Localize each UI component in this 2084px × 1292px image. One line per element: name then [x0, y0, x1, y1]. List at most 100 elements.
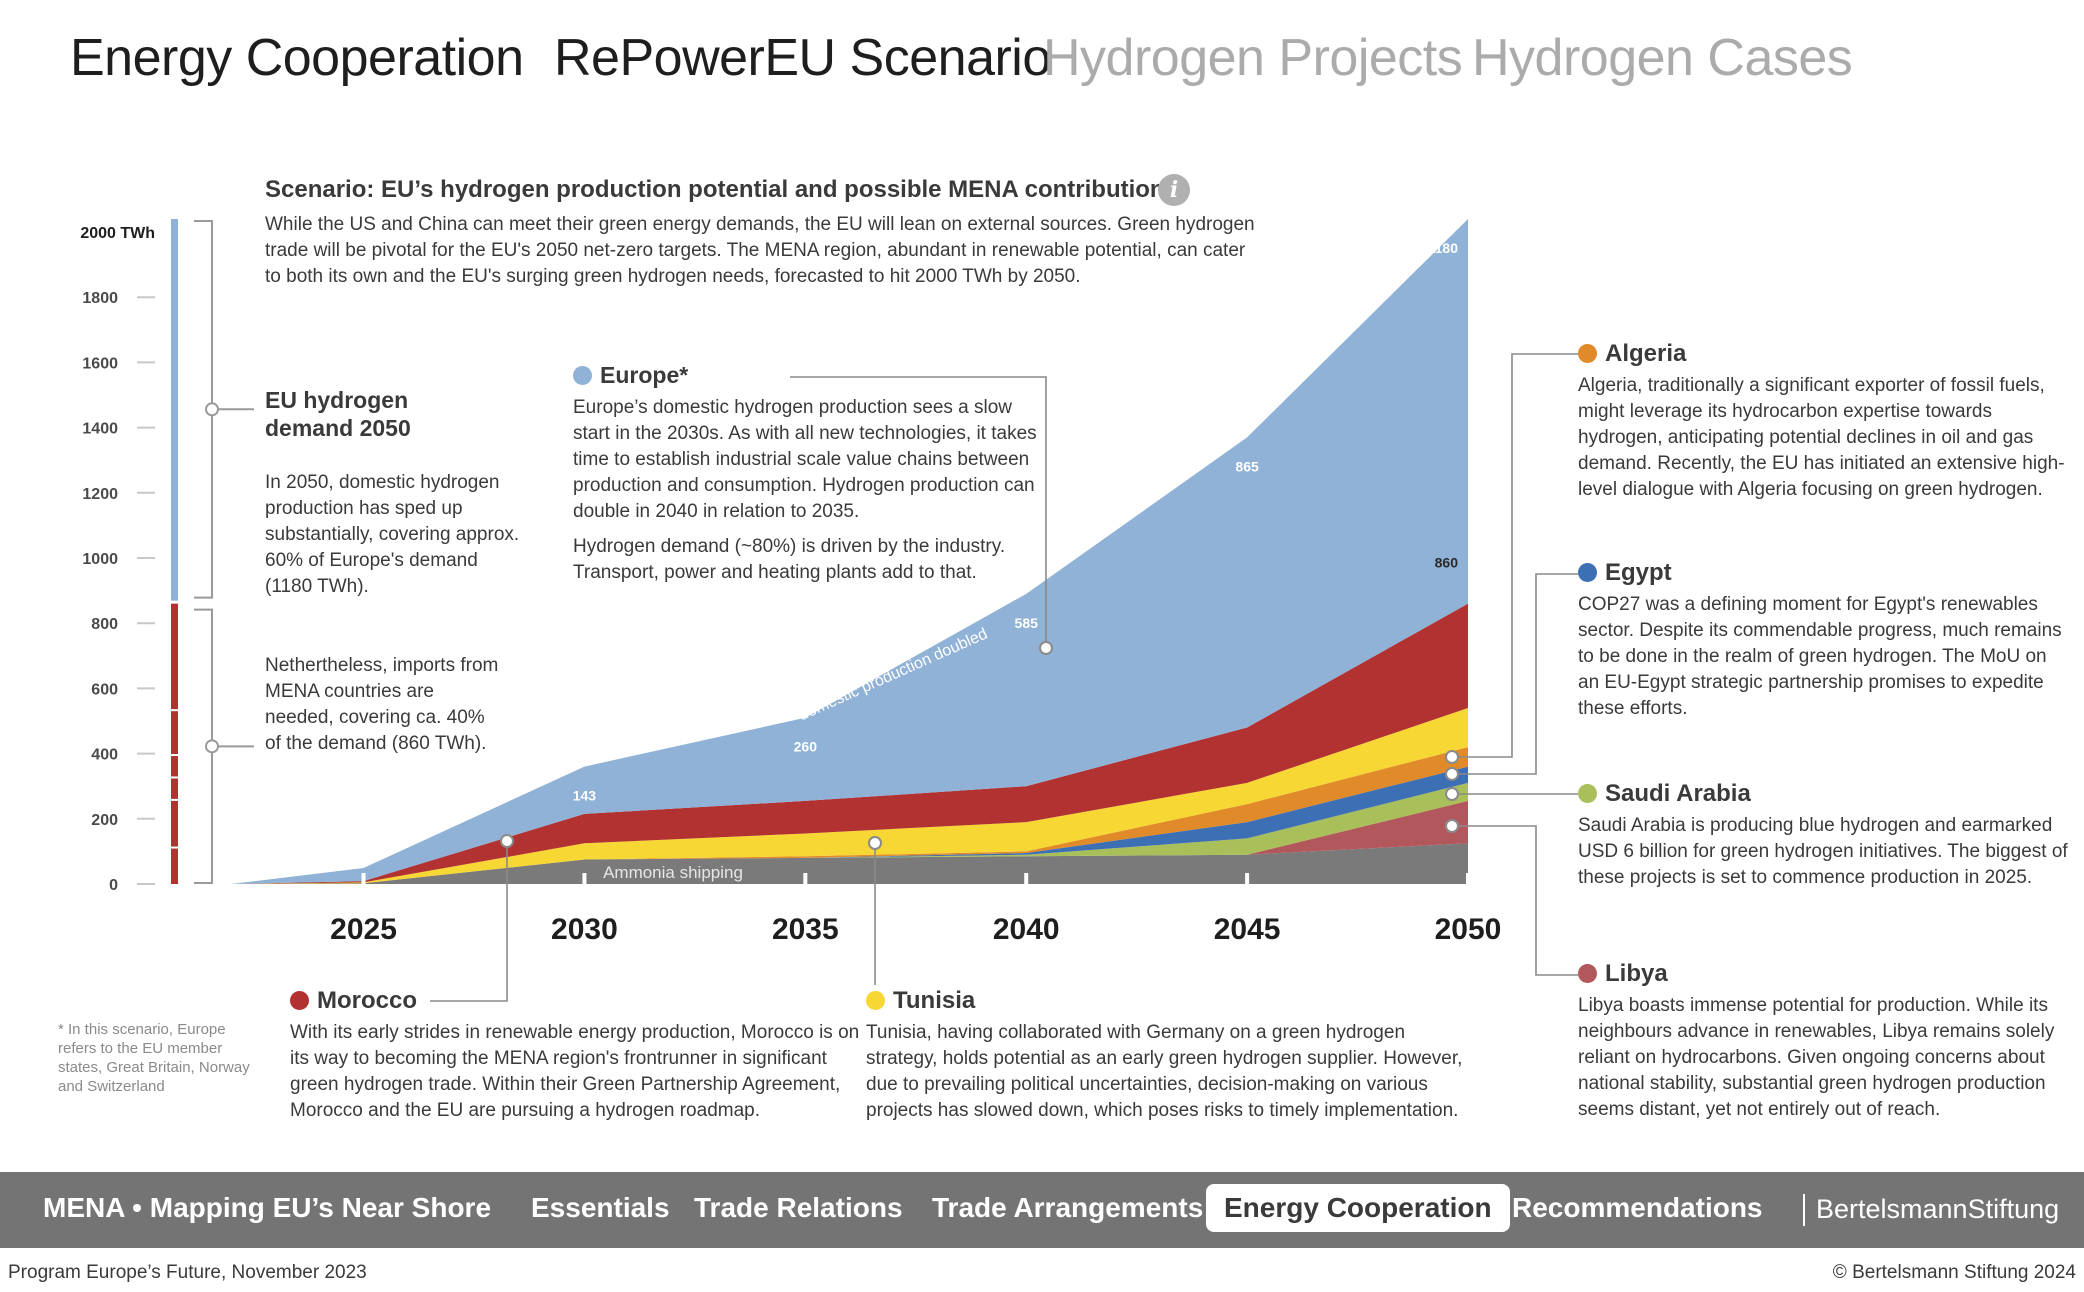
morocco-text: With its early strides in renewable ener… — [290, 1022, 860, 1121]
leader-lines — [430, 353, 1578, 1002]
nav-trade-arrangements[interactable]: Trade Arrangements — [932, 1192, 1204, 1223]
data-label-143: 143 — [573, 788, 597, 804]
morocco-dot-icon — [290, 991, 309, 1010]
morocco-leader-marker — [500, 834, 514, 848]
libya-leader-line — [1452, 825, 1578, 976]
algeria-text: Algeria, traditionally a significant exp… — [1578, 375, 2065, 500]
y-tick-label: 600 — [91, 681, 118, 698]
europe-text-1: Europe’s domestic hydrogen production se… — [573, 397, 1037, 522]
y-tick-label: 0 — [109, 877, 118, 894]
nav-energy-cooperation[interactable]: Energy Cooperation — [1206, 1184, 1510, 1232]
libya-text: Libya boasts immense potential for produ… — [1578, 995, 2055, 1120]
egypt-leader-marker — [1445, 767, 1459, 781]
area-europe — [231, 219, 1468, 884]
nav-brand[interactable]: MENA • Mapping EU’s Near Shore — [43, 1192, 492, 1223]
demand-bar — [170, 218, 254, 884]
nav-recommendations[interactable]: Recommendations — [1512, 1192, 1763, 1223]
info-icon[interactable]: i — [1158, 174, 1190, 206]
egypt-text: COP27 was a defining moment for Egypt's … — [1578, 594, 2062, 719]
libya-title: Libya — [1605, 960, 1668, 987]
egypt-legend: Egypt — [1578, 559, 1672, 587]
tab-repowereu-scenario[interactable]: RePowerEU Scenario — [554, 29, 1051, 87]
saudi-text: Saudi Arabia is producing blue hydrogen … — [1578, 815, 2068, 888]
y-tick-label: 1000 — [82, 551, 118, 568]
y-tick-label: 400 — [91, 747, 118, 764]
footer-program: Program Europe’s Future, November 2023 — [8, 1262, 367, 1283]
x-tick-label: 2040 — [993, 913, 1060, 946]
nav-essentials[interactable]: Essentials — [531, 1192, 670, 1223]
algeria-title: Algeria — [1605, 340, 1687, 367]
bottom-nav: MENA • Mapping EU’s Near Shore Essential… — [0, 1172, 2084, 1248]
algeria-leader-marker — [1445, 750, 1459, 764]
area-ammonia-shipping — [231, 843, 1468, 884]
area-algeria — [231, 747, 1468, 884]
eu-demand-title: EU hydrogen demand 2050 — [265, 387, 411, 441]
tab-hydrogen-cases[interactable]: Hydrogen Cases — [1472, 29, 1853, 87]
saudi-dot-icon — [1578, 784, 1597, 803]
x-tick-label: 2035 — [772, 913, 839, 946]
y-axis: 0 200 400 600 800 1000 1200 1400 1600 1800 2000 TW… — [80, 225, 155, 894]
demand-bar-europe — [171, 218, 178, 601]
tunisia-leader-marker — [868, 836, 882, 850]
saudi-title: Saudi Arabia — [1605, 780, 1751, 807]
nav-trade-relations[interactable]: Trade Relations — [694, 1192, 903, 1223]
morocco-legend: Morocco — [290, 987, 417, 1015]
x-tick-label: 2050 — [1435, 913, 1502, 946]
tunisia-text: Tunisia, having collaborated with German… — [866, 1022, 1463, 1121]
data-label-865: 865 — [1235, 458, 1259, 474]
x-tick-label: 2045 — [1214, 913, 1281, 946]
bracket-europe-marker — [205, 402, 219, 417]
tab-energy-cooperation[interactable]: Energy Cooperation — [70, 29, 524, 87]
y-tick-label: 1800 — [82, 290, 118, 307]
x-tick-label: 2030 — [551, 913, 618, 946]
algeria-legend: Algeria — [1578, 340, 1686, 368]
libya-leader-marker — [1445, 819, 1459, 833]
y-tick-label: 200 — [91, 812, 118, 829]
chart-title: Scenario: EU’s hydrogen production poten… — [265, 176, 1178, 203]
area-layers — [231, 219, 1468, 884]
europe-text-2: Hydrogen demand (~80%) is driven by the … — [573, 536, 1006, 583]
data-label-260: 260 — [794, 739, 818, 755]
nav-divider — [1803, 1194, 1805, 1226]
tunisia-title: Tunisia — [893, 987, 976, 1014]
area-morocco — [231, 603, 1468, 884]
area-tunisia — [231, 708, 1468, 884]
bertelsmann-logo[interactable]: BertelsmannStiftung — [1816, 1194, 2060, 1224]
libya-legend: Libya — [1578, 960, 1668, 988]
europe-leader-marker — [1039, 641, 1053, 655]
algeria-leader-line — [1452, 353, 1578, 758]
eu-domestic-text: In 2050, domestic hydrogen production ha… — [265, 472, 520, 597]
tunisia-legend: Tunisia — [866, 987, 975, 1015]
tunisia-dot-icon — [866, 991, 885, 1010]
morocco-title: Morocco — [317, 987, 418, 1014]
europe-dot-icon — [573, 366, 592, 385]
y-tick-label: 1400 — [82, 421, 118, 438]
chart-description: While the US and China can meet their gr… — [265, 214, 1255, 287]
bracket-imports-marker — [205, 739, 219, 754]
x-axis: 2025 2030 2035 2040 2045 2050 — [330, 873, 1501, 946]
demand-bar-imports — [171, 603, 178, 884]
morocco-leader-line — [430, 841, 508, 1002]
y-tick-label: 1600 — [82, 355, 118, 372]
libya-dot-icon — [1578, 964, 1597, 983]
footnote: * In this scenario, Europe refers to the… — [58, 1021, 250, 1095]
egypt-title: Egypt — [1605, 559, 1672, 586]
annotation-ammonia-shipping: Ammonia shipping — [603, 863, 743, 882]
europe-title: Europe* — [600, 362, 689, 388]
data-label-860: 860 — [1435, 555, 1459, 571]
eu-imports-text: Nethertheless, imports from MENA countri… — [265, 655, 499, 754]
y-tick-label: 800 — [91, 616, 118, 633]
y-tick-label: 1200 — [82, 486, 118, 503]
europe-legend: Europe* — [573, 362, 688, 389]
saudi-leader-marker — [1445, 787, 1459, 801]
algeria-dot-icon — [1578, 344, 1597, 363]
footer-copyright: © Bertelsmann Stiftung 2024 — [1832, 1262, 2076, 1283]
egypt-leader-line — [1452, 573, 1578, 775]
data-label-585: 585 — [1015, 615, 1039, 631]
egypt-dot-icon — [1578, 563, 1597, 582]
x-tick-label: 2025 — [330, 913, 397, 946]
data-label-1180: 1180 — [1428, 240, 1459, 256]
y-top-label: 2000 TWh — [80, 225, 155, 242]
tab-hydrogen-projects[interactable]: Hydrogen Projects — [1043, 29, 1463, 87]
